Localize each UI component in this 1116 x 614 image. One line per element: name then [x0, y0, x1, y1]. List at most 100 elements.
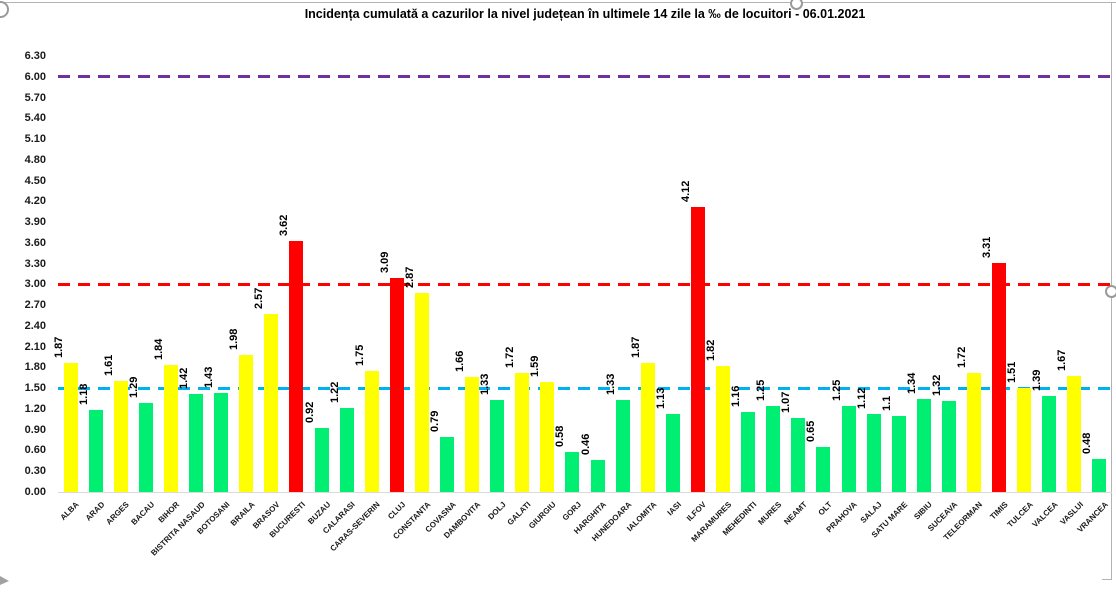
bar-value-label: 1.25: [755, 379, 768, 401]
y-axis-tick-label: 5.70: [24, 91, 46, 104]
bar-value-label: 1.72: [504, 346, 517, 368]
bar-value-label: 2.87: [403, 266, 416, 289]
bar-value-label: 3.09: [378, 251, 391, 274]
bar-bacau[interactable]: [138, 402, 153, 492]
bar-botosani[interactable]: [214, 393, 229, 492]
x-axis-category-label: BACAU: [129, 500, 157, 527]
bar-value-label: 1.75: [353, 344, 366, 366]
y-axis-tick-label: 2.70: [24, 299, 46, 312]
chart-resize-handle-top-left[interactable]: [0, 1, 9, 18]
bar-timis[interactable]: [992, 262, 1007, 492]
bar-value-label: 1.61: [102, 354, 115, 376]
y-axis-tick-label: 4.50: [24, 174, 46, 187]
bar-arad[interactable]: [88, 410, 103, 492]
y-axis-tick-label: 5.40: [24, 112, 46, 125]
bar-value-label: 1.13: [654, 387, 667, 409]
bar-alba[interactable]: [63, 362, 78, 492]
y-axis-tick-label: 6.30: [24, 50, 46, 63]
bar-value-label: 1.82: [705, 339, 718, 362]
bar-salaj[interactable]: [866, 414, 881, 492]
x-axis-category-label: ARAD: [83, 500, 107, 523]
bar-brasov[interactable]: [264, 314, 279, 492]
bar-iasi[interactable]: [665, 413, 680, 492]
y-axis-tick-label: 0.90: [24, 423, 46, 436]
bar-value-label: 0.58: [554, 425, 567, 447]
bar-neamt[interactable]: [791, 417, 806, 492]
bar-sibiu[interactable]: [916, 399, 931, 492]
bar-value-label: 1.34: [905, 372, 918, 395]
threshold-line-3.00: [58, 282, 1112, 286]
bar-value-label: 1.07: [780, 391, 793, 413]
bar-value-label: 1.33: [604, 373, 617, 395]
bar-prahova[interactable]: [841, 405, 856, 492]
x-axis-category-label: GORJ: [560, 500, 583, 523]
bar-arges[interactable]: [113, 380, 128, 492]
bar-bihor[interactable]: [163, 364, 178, 492]
y-axis-tick-label: 5.10: [24, 133, 46, 146]
bar-value-label: 4.12: [679, 180, 692, 202]
bar-value-label: 1.43: [203, 366, 216, 389]
x-axis-category-label: TULCEA: [1005, 500, 1035, 530]
bar-covasna[interactable]: [439, 437, 454, 492]
bar-value-label: 1.32: [930, 374, 943, 396]
bar-constanta[interactable]: [414, 293, 429, 492]
bar-dambovita[interactable]: [465, 377, 480, 492]
bar-valcea[interactable]: [1042, 395, 1057, 492]
bar-value-label: 3.62: [278, 215, 291, 237]
y-axis-tick-label: 3.60: [24, 236, 46, 249]
bar-hunedoara[interactable]: [615, 399, 630, 492]
x-axis-category-label: MURES: [756, 500, 784, 527]
bar-vrancea[interactable]: [1092, 458, 1107, 492]
chart-resize-handle-top-middle[interactable]: [790, 0, 803, 10]
x-axis-category-label: TIMIS: [987, 500, 1010, 522]
y-axis-tick-label: 6.00: [24, 70, 46, 83]
bar-value-label: 1.1: [880, 395, 893, 411]
bar-value-label: 0.92: [303, 401, 316, 424]
chart-title: Incidența cumulată a cazurilor la nivel …: [304, 7, 866, 21]
x-axis-line: [58, 492, 1112, 493]
bar-bucuresti[interactable]: [289, 241, 304, 492]
bar-suceava[interactable]: [941, 400, 956, 492]
bar-mures[interactable]: [766, 405, 781, 492]
bar-bistrita-nasaud[interactable]: [189, 393, 204, 492]
bar-tulcea[interactable]: [1017, 387, 1032, 492]
y-axis-tick-label: 2.10: [24, 340, 46, 353]
bar-olt[interactable]: [816, 447, 831, 492]
bar-vaslui[interactable]: [1067, 376, 1082, 492]
bar-value-label: 1.59: [529, 355, 542, 377]
chart-border-top: [0, 2, 1116, 3]
bar-value-label: 1.29: [127, 376, 140, 398]
bar-gorj[interactable]: [565, 451, 580, 492]
y-axis-tick-label: 0.00: [24, 486, 46, 498]
x-axis-category-label: CARAS-SEVERIN: [328, 500, 383, 554]
bar-galati[interactable]: [515, 372, 530, 492]
bar-value-label: 3.31: [981, 236, 994, 258]
chart-resize-handle-right-middle[interactable]: [1105, 285, 1116, 298]
threshold-line-6.00: [58, 75, 1112, 79]
bar-value-label: 0.48: [1081, 432, 1094, 454]
bar-value-label: 1.16: [730, 385, 743, 407]
bar-cluj[interactable]: [389, 278, 404, 492]
bar-dolj[interactable]: [490, 399, 505, 492]
bar-mehedinti[interactable]: [741, 411, 756, 492]
bar-giurgiu[interactable]: [540, 381, 555, 492]
bar-teleorman[interactable]: [966, 372, 981, 492]
bar-buzau[interactable]: [314, 428, 329, 492]
bar-braila[interactable]: [239, 354, 254, 492]
bar-ilfov[interactable]: [690, 206, 705, 492]
y-axis-tick-label: 0.30: [24, 465, 46, 478]
y-axis-tick-label: 2.40: [24, 319, 46, 332]
x-axis-category-label: SIBIU: [912, 500, 935, 522]
bar-maramures[interactable]: [716, 366, 731, 492]
x-axis-category-label: NEAMT: [782, 500, 809, 527]
bar-calarasi[interactable]: [339, 407, 354, 492]
bar-satu-mare[interactable]: [891, 415, 906, 492]
bar-ialomita[interactable]: [640, 362, 655, 492]
chart-border-bottom-right: [1102, 579, 1112, 580]
bar-harghita[interactable]: [590, 460, 605, 492]
bar-value-label: 0.46: [579, 433, 592, 456]
y-axis-tick-label: 4.20: [24, 195, 46, 208]
bar-value-label: 0.79: [428, 410, 441, 433]
bar-caras-severin[interactable]: [364, 370, 379, 492]
bar-value-label: 1.67: [1056, 350, 1069, 372]
